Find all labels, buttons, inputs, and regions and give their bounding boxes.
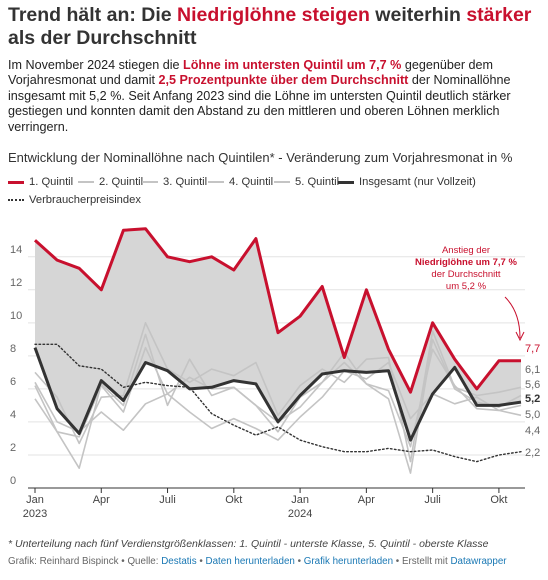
title-part-2: weiterhin <box>369 4 467 26</box>
x-tick-label-2023-01: Jan <box>26 494 44 506</box>
download-data-link[interactable]: Daten herunterladen <box>205 556 295 567</box>
x-tick-label-2024-10: Okt <box>490 494 507 506</box>
y-tick-label-8: 8 <box>10 343 16 355</box>
annotation-line-4: um 5,2 % <box>446 281 487 292</box>
annotation-arrowhead <box>515 331 525 342</box>
annotation-arrow <box>504 296 521 339</box>
credit-sep-3: • <box>297 556 302 567</box>
end-label-3-quintil: 5,6 <box>525 379 540 391</box>
y-tick-label-2: 2 <box>10 442 16 454</box>
chart-description: Im November 2024 stiegen die Löhne im un… <box>8 58 540 135</box>
x-tick-sublabel-2023-01: 2023 <box>23 508 47 520</box>
legend-label-q4: 4. Quintil <box>229 176 274 188</box>
x-tick-label-2024-04: Apr <box>358 494 375 506</box>
end-label-insgesamt-nur-vollzeit-: 5,2 <box>525 393 540 405</box>
credit-source-label: Quelle: <box>127 556 159 567</box>
legend-swatch-total <box>338 180 354 184</box>
desc-highlight-1: Löhne im untersten Quintil um 7,7 % <box>183 58 402 72</box>
legend-swatch-q5 <box>274 181 290 183</box>
y-tick-label-0: 0 <box>10 475 16 487</box>
legend-item-q2[interactable]: 2. Quintil <box>78 176 143 188</box>
title-highlight-1: Niedriglöhne steigen <box>177 4 370 26</box>
desc-highlight-2: 2,5 Prozentpunkte über dem Durchschnitt <box>158 73 409 88</box>
legend-item-cpi[interactable]: Verbraucherpreisindex <box>8 194 141 206</box>
x-tick-label-2023-07: Juli <box>159 494 176 506</box>
desc-text-1: Im November 2024 stiegen die <box>8 58 184 72</box>
end-label-2-quintil: 6,1 <box>525 364 540 376</box>
legend-item-q4[interactable]: 4. Quintil <box>208 176 273 188</box>
end-label-verbraucherpreisindex: 2,2 <box>525 447 540 459</box>
legend-item-q5[interactable]: 5. Quintil <box>274 176 339 188</box>
end-label-4-quintil: 5,0 <box>525 409 540 421</box>
download-graphic-link[interactable]: Grafik herunterladen <box>303 556 394 567</box>
chart-title: Trend hält an: Die Niedriglöhne steigen … <box>8 4 544 50</box>
q1-total-band <box>35 228 521 441</box>
title-part-3: als der Durchschnitt <box>8 27 197 49</box>
legend-swatch-q4 <box>208 181 224 183</box>
x-tick-label-2024-01: Jan <box>291 494 309 506</box>
annotation-line-3: der Durchschnitt <box>431 269 501 280</box>
legend-label-q5: 5. Quintil <box>295 176 340 188</box>
credit-sep-2: • <box>199 556 203 567</box>
annotation-line-2: Niedriglöhne um 7,7 % <box>415 257 517 268</box>
legend-item-total[interactable]: Insgesamt (nur Vollzeit) <box>338 176 476 188</box>
legend-label-q1: 1. Quintil <box>29 176 74 188</box>
legend-label-q3: 3. Quintil <box>163 176 208 188</box>
title-highlight-2: stärker <box>466 4 532 26</box>
series-line-q5 <box>34 361 522 441</box>
x-tick-sublabel-2024-01: 2024 <box>288 508 312 520</box>
datawrapper-link[interactable]: Datawrapper <box>450 556 507 567</box>
y-tick-label-12: 12 <box>10 277 22 289</box>
series-line-total <box>33 347 522 442</box>
credit-sep-1: • <box>121 556 125 567</box>
y-tick-label-10: 10 <box>10 310 22 322</box>
credit-sep-4: • <box>395 556 400 567</box>
x-tick-label-2023-04: Apr <box>93 494 110 506</box>
footnote: * Unterteilung nach fünf Verdienstgrößen… <box>8 538 489 550</box>
legend-swatch-cpi <box>8 199 24 201</box>
end-label-5-quintil: 4,4 <box>525 425 540 437</box>
series-line-q3 <box>34 333 522 474</box>
y-tick-label-6: 6 <box>10 376 16 388</box>
desc-text-2: gegenüber dem Vorjahresmonat und damit <box>8 58 494 88</box>
series-line-q2 <box>34 321 522 463</box>
legend-label-q2: 2. Quintil <box>99 176 144 188</box>
line-chart: 0 2 4 6 8 10 12 14 Jan 2023 Apr Juli Okt Jan 2024 Apr Ju… <box>10 227 540 520</box>
y-tick-label-4: 4 <box>10 409 16 421</box>
title-part-1: Trend hält an: Die <box>8 4 178 26</box>
annotation-line-1: Anstieg der <box>442 245 490 256</box>
legend-label-total: Insgesamt (nur Vollzeit) <box>359 176 476 188</box>
legend-swatch-q3 <box>142 181 158 183</box>
legend-swatch-q1 <box>8 180 24 184</box>
legend-item-q1[interactable]: 1. Quintil <box>8 176 73 188</box>
end-label-1-quintil: 7,7 <box>525 343 540 355</box>
x-tick-label-2024-07: Juli <box>424 494 441 506</box>
legend-swatch-q2 <box>78 181 94 183</box>
legend-label-cpi: Verbraucherpreisindex <box>29 194 141 206</box>
desc-text-3: der Nominallöhne insgesamt mit 5,2 %. Se… <box>8 73 511 134</box>
x-tick-label-2023-10: Okt <box>225 494 242 506</box>
credits: Grafik: Reinhard Bispinck • Quelle: Dest… <box>8 556 544 567</box>
source-link[interactable]: Destatis <box>161 556 197 567</box>
legend-item-q3[interactable]: 3. Quintil <box>142 176 207 188</box>
series-line-cpi <box>34 343 522 463</box>
credit-author: Grafik: Reinhard Bispinck <box>8 556 119 567</box>
credit-made-with: Erstellt mit <box>401 556 448 567</box>
series-line-q1 <box>33 227 521 394</box>
chart-subtitle: Entwicklung der Nominallöhne nach Quinti… <box>8 150 513 165</box>
y-tick-label-14: 14 <box>10 244 22 256</box>
